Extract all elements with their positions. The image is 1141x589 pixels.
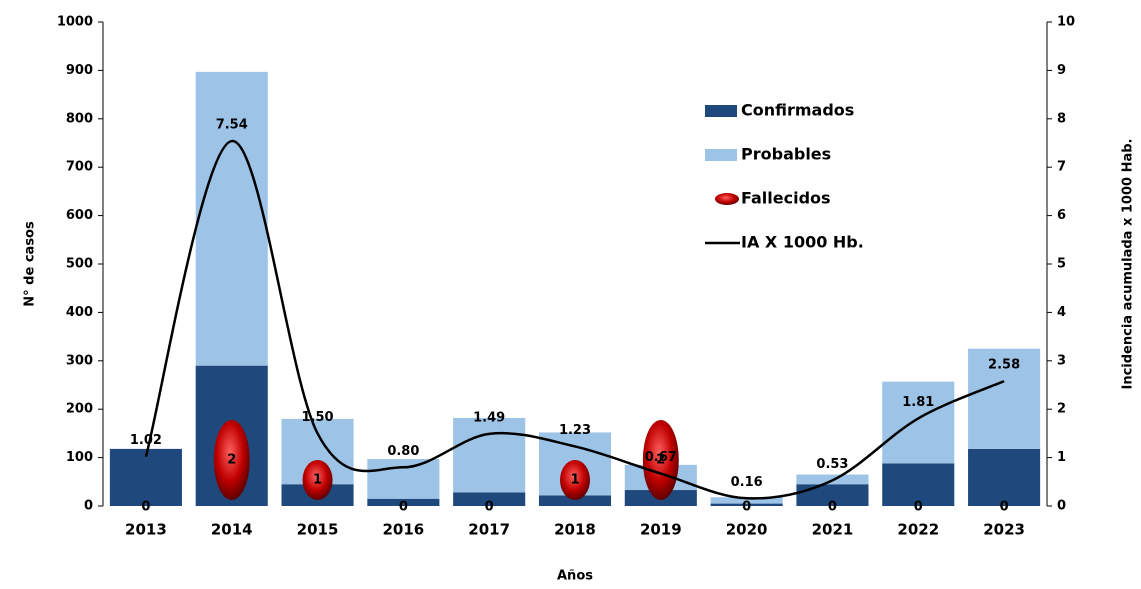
x-tick-label: 2022: [897, 521, 939, 539]
fallecidos-label: 0: [828, 500, 837, 515]
y2-tick-label: 0: [1057, 499, 1066, 514]
y2-tick-label: 2: [1057, 402, 1066, 417]
y-tick-label: 400: [66, 305, 93, 320]
ia-label: 0.16: [731, 475, 763, 490]
bar-probables: [367, 459, 440, 499]
y2-tick-label: 8: [1057, 111, 1066, 126]
bar-confirmados: [367, 498, 440, 506]
x-tick-label: 2014: [211, 521, 253, 539]
fallecidos-label: 0: [914, 500, 923, 515]
legend-label: Probables: [741, 145, 831, 164]
fallecidos-label: 0: [1000, 500, 1009, 515]
y2-tick-label: 7: [1057, 160, 1066, 175]
x-tick-label: 2021: [812, 521, 854, 539]
legend-swatch: [705, 149, 737, 161]
fallecidos-marker: [213, 420, 250, 500]
fallecidos-label: 1: [313, 473, 322, 488]
y-tick-label: 1000: [57, 15, 93, 30]
y-tick-label: 500: [66, 257, 93, 272]
y-tick-label: 800: [66, 111, 93, 126]
x-tick-label: 2013: [125, 521, 167, 539]
bar-confirmados: [109, 448, 182, 506]
x-tick-label: 2018: [554, 521, 596, 539]
bar-probables: [453, 417, 526, 493]
fallecidos-label: 0: [141, 500, 150, 515]
y-tick-label: 100: [66, 450, 93, 465]
x-tick-label: 2023: [983, 521, 1025, 539]
fallecidos-marker: [642, 420, 679, 500]
bar-confirmados: [453, 492, 526, 506]
legend-swatch: [715, 193, 739, 205]
ia-label: 0.53: [816, 457, 848, 472]
ia-label: 1.02: [130, 433, 162, 448]
legend-label: IA X 1000 Hb.: [741, 233, 864, 252]
fallecidos-marker: [560, 460, 590, 500]
bar-confirmados: [710, 503, 783, 506]
ia-line: [144, 139, 1005, 500]
x-tick-label: 2015: [297, 521, 339, 539]
y-tick-label: 300: [66, 353, 93, 368]
y-tick-label: 200: [66, 402, 93, 417]
y-tick-label: 900: [66, 63, 93, 78]
y2-axis-title: Incidencia acumulada x 1000 Hab.: [1121, 139, 1136, 390]
ia-label: 1.49: [473, 410, 505, 425]
y2-tick-label: 6: [1057, 208, 1066, 223]
bar-probables: [968, 348, 1041, 449]
fallecidos-label: 0: [485, 500, 494, 515]
bar-probables: [710, 497, 783, 504]
legend-label: Confirmados: [741, 101, 854, 120]
bar-probables: [195, 71, 268, 366]
fallecidos-label: 1: [570, 473, 579, 488]
bar-confirmados: [882, 463, 955, 506]
x-tick-label: 2020: [726, 521, 768, 539]
fallecidos-label: 2: [656, 453, 665, 468]
y-tick-label: 700: [66, 160, 93, 175]
ia-label: 0.80: [387, 444, 419, 459]
y2-tick-label: 5: [1057, 257, 1066, 272]
y-tick-label: 0: [84, 499, 93, 514]
y2-tick-label: 1: [1057, 450, 1066, 465]
fallecidos-label: 2: [227, 453, 236, 468]
x-tick-label: 2017: [468, 521, 510, 539]
ia-label: 1.81: [902, 395, 934, 410]
ia-label: 1.23: [559, 423, 591, 438]
bar-confirmados: [968, 448, 1041, 506]
bar-confirmados: [796, 484, 869, 506]
x-axis-title: Años: [557, 569, 593, 584]
y-axis-title: N° de casos: [23, 221, 38, 307]
x-tick-label: 2016: [382, 521, 424, 539]
ia-label: 7.54: [216, 118, 248, 133]
ia-label: 2.58: [988, 358, 1020, 373]
x-tick-label: 2019: [640, 521, 682, 539]
y-tick-label: 600: [66, 208, 93, 223]
ia-label: 0.67: [645, 450, 677, 465]
bar-confirmados: [538, 495, 612, 506]
fallecidos-marker: [302, 460, 333, 500]
y2-tick-label: 10: [1057, 15, 1075, 30]
legend-label: Fallecidos: [741, 189, 831, 208]
y2-tick-label: 4: [1057, 305, 1066, 320]
fallecidos-label: 0: [399, 500, 408, 515]
y2-tick-label: 9: [1057, 63, 1066, 78]
legend-swatch: [705, 105, 737, 117]
bar-probables: [882, 381, 955, 464]
fallecidos-label: 0: [742, 500, 751, 515]
y2-tick-label: 3: [1057, 353, 1066, 368]
ia-label: 1.50: [302, 410, 334, 425]
